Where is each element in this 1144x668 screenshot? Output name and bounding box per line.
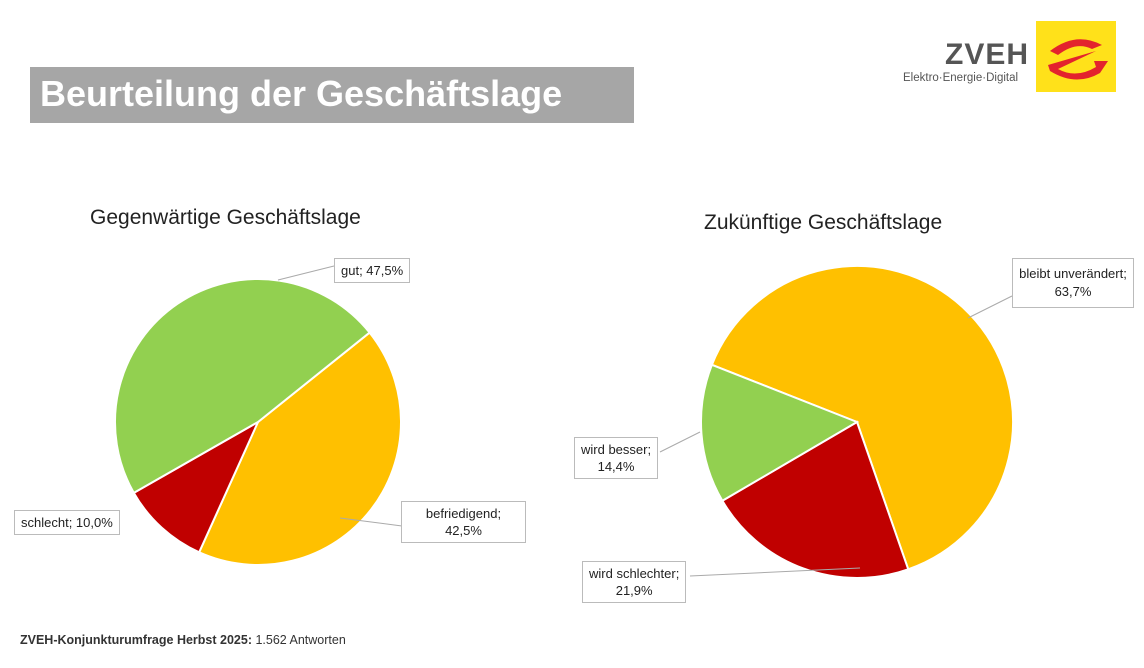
footer-bold: ZVEH-Konjunkturumfrage Herbst 2025: — [20, 633, 252, 647]
label-besser: wird besser; 14,4% — [574, 437, 659, 479]
pie-slice-gut — [114, 278, 372, 495]
pie-slice-befriedigend — [197, 331, 402, 566]
pie-future — [700, 265, 1014, 579]
chart-title-current: Gegenwärtige Geschäftslage — [90, 206, 361, 229]
label-pct: 21,9% — [615, 583, 653, 598]
pie-current — [114, 278, 402, 566]
leader-lines — [277, 265, 1013, 577]
label-pct: 42,5% — [445, 523, 482, 538]
label-befriedigend: befriedigend; 42,5% — [401, 501, 526, 543]
label-unveraendert: bleibt unverändert; 63,7% — [1012, 258, 1134, 308]
pie-slice-bleibt-unverändert — [710, 265, 1014, 571]
label-text: gut; 47,5% — [341, 263, 404, 278]
label-text: wird schlechter; — [589, 566, 680, 581]
chart-title-future: Zukünftige Geschäftslage — [704, 211, 943, 234]
label-pct: 14,4% — [597, 459, 635, 474]
label-text: schlecht; 10,0% — [21, 515, 113, 530]
zveh-logo: ZVEH Elektro·Energie·Digital — [900, 20, 1116, 92]
pie-slice-wird-besser — [700, 363, 860, 503]
logo-icon — [1036, 21, 1116, 92]
pie-slice-schlecht — [132, 419, 261, 554]
page-title: Beurteilung der Geschäftslage — [40, 73, 563, 114]
label-pct: 63,7% — [1054, 284, 1092, 299]
logo-text: ZVEH — [945, 38, 1030, 71]
label-text: wird besser; — [581, 442, 652, 457]
label-text: befriedigend; — [425, 506, 502, 521]
label-text: bleibt unverändert; — [1019, 266, 1127, 281]
label-schlecht: schlecht; 10,0% — [14, 510, 120, 535]
logo-tagline: Elektro·Energie·Digital — [903, 72, 1019, 84]
title-bar: Beurteilung der Geschäftslage — [30, 67, 634, 123]
label-gut: gut; 47,5% — [334, 258, 411, 283]
footer-count: 1.562 Antworten — [251, 633, 346, 647]
pie-slice-wird-schlechter — [720, 420, 910, 579]
footer-source: ZVEH-Konjunkturumfrage Herbst 2025: 1.56… — [20, 633, 346, 647]
label-schlechter: wird schlechter; 21,9% — [582, 561, 687, 603]
